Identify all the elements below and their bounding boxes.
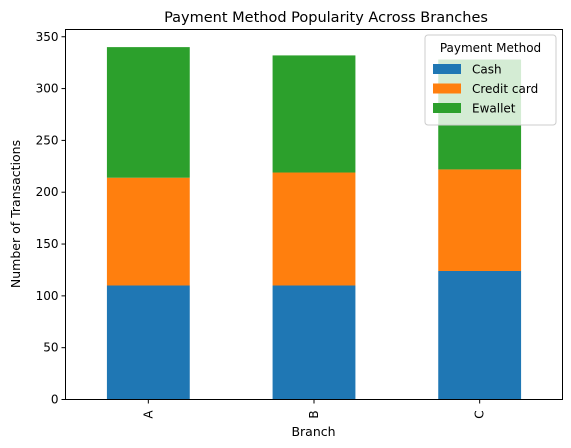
- legend-swatch-credit-card: [433, 83, 461, 94]
- legend-label-cash: Cash: [472, 63, 502, 77]
- legend-title: Payment Method: [440, 41, 541, 55]
- y-tick-label: 250: [36, 133, 59, 147]
- y-tick-label: 0: [51, 393, 59, 407]
- y-tick-label: 300: [36, 82, 59, 96]
- legend-label-ewallet: Ewallet: [472, 102, 516, 116]
- x-tick-label-C: C: [473, 410, 487, 418]
- bar-A-credit-card: [106, 177, 190, 286]
- bar-C-cash: [438, 270, 522, 400]
- bar-B-credit-card: [272, 172, 356, 286]
- plot-frame: [65, 29, 563, 400]
- y-tick-label: 100: [36, 289, 59, 303]
- bar-B-cash: [272, 285, 356, 400]
- bar-C-credit-card: [438, 169, 522, 271]
- x-tick-label-B: B: [307, 410, 321, 418]
- y-tick-label: 50: [43, 341, 58, 355]
- legend-swatch-cash: [433, 64, 461, 74]
- legend: Payment Method Cash Credit card Ewallet: [424, 34, 557, 126]
- bar-A-ewallet: [106, 47, 190, 178]
- x-tick-label-A: A: [141, 410, 155, 419]
- legend-swatch-ewallet: [433, 103, 461, 113]
- y-axis-label: Number of Transactions: [8, 140, 23, 288]
- y-tick-label: 200: [36, 185, 59, 199]
- x-axis: A B C: [141, 399, 487, 419]
- y-tick-label: 350: [36, 30, 59, 44]
- bar-A-cash: [106, 285, 190, 400]
- chart-title: Payment Method Popularity Across Branche…: [164, 10, 488, 26]
- y-axis: 0 50 100 150 200 250 300 350: [36, 30, 66, 407]
- bar-B-ewallet: [272, 55, 356, 173]
- legend-label-credit-card: Credit card: [472, 82, 538, 96]
- y-tick-label: 150: [36, 237, 59, 251]
- legend-box: [424, 34, 557, 126]
- x-axis-label: Branch: [291, 424, 335, 439]
